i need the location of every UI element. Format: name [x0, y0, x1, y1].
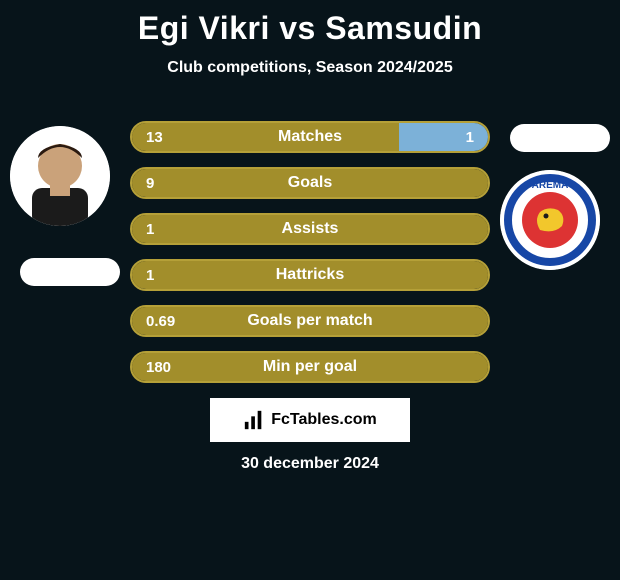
stat-bar: 0.69Goals per match [130, 305, 490, 337]
player-left-avatar-graphic [10, 126, 110, 226]
stat-bar: 180Min per goal [130, 351, 490, 383]
stat-bar: 131Matches [130, 121, 490, 153]
stat-bar-label: Assists [132, 215, 488, 243]
stat-bar: 9Goals [130, 167, 490, 199]
stat-bars: 131Matches 9Goals 1Assists 1Hattricks 0.69Go… [130, 121, 490, 397]
branding-text: FcTables.com [271, 411, 377, 429]
badge-text: AREMA [532, 180, 569, 191]
stat-bar-label: Min per goal [132, 353, 488, 381]
stat-bar-label: Goals per match [132, 307, 488, 335]
date-text: 30 december 2024 [0, 455, 620, 473]
stat-bar-label: Goals [132, 169, 488, 197]
page-subtitle: Club competitions, Season 2024/2025 [0, 59, 620, 77]
chart-icon [243, 409, 265, 431]
player-right-flag [510, 124, 610, 152]
stat-bar: 1Hattricks [130, 259, 490, 291]
page-title: Egi Vikri vs Samsudin [0, 0, 620, 47]
player-right-badge: AREMA [500, 170, 600, 270]
player-right-badge-graphic: AREMA [500, 170, 600, 270]
player-left-avatar [10, 126, 110, 226]
stat-bar-label: Matches [132, 123, 488, 151]
stat-bar: 1Assists [130, 213, 490, 245]
player-left-flag [20, 258, 120, 286]
stat-bar-label: Hattricks [132, 261, 488, 289]
branding-badge: FcTables.com [210, 398, 410, 442]
comparison-card: Egi Vikri vs Samsudin Club competitions,… [0, 0, 620, 580]
